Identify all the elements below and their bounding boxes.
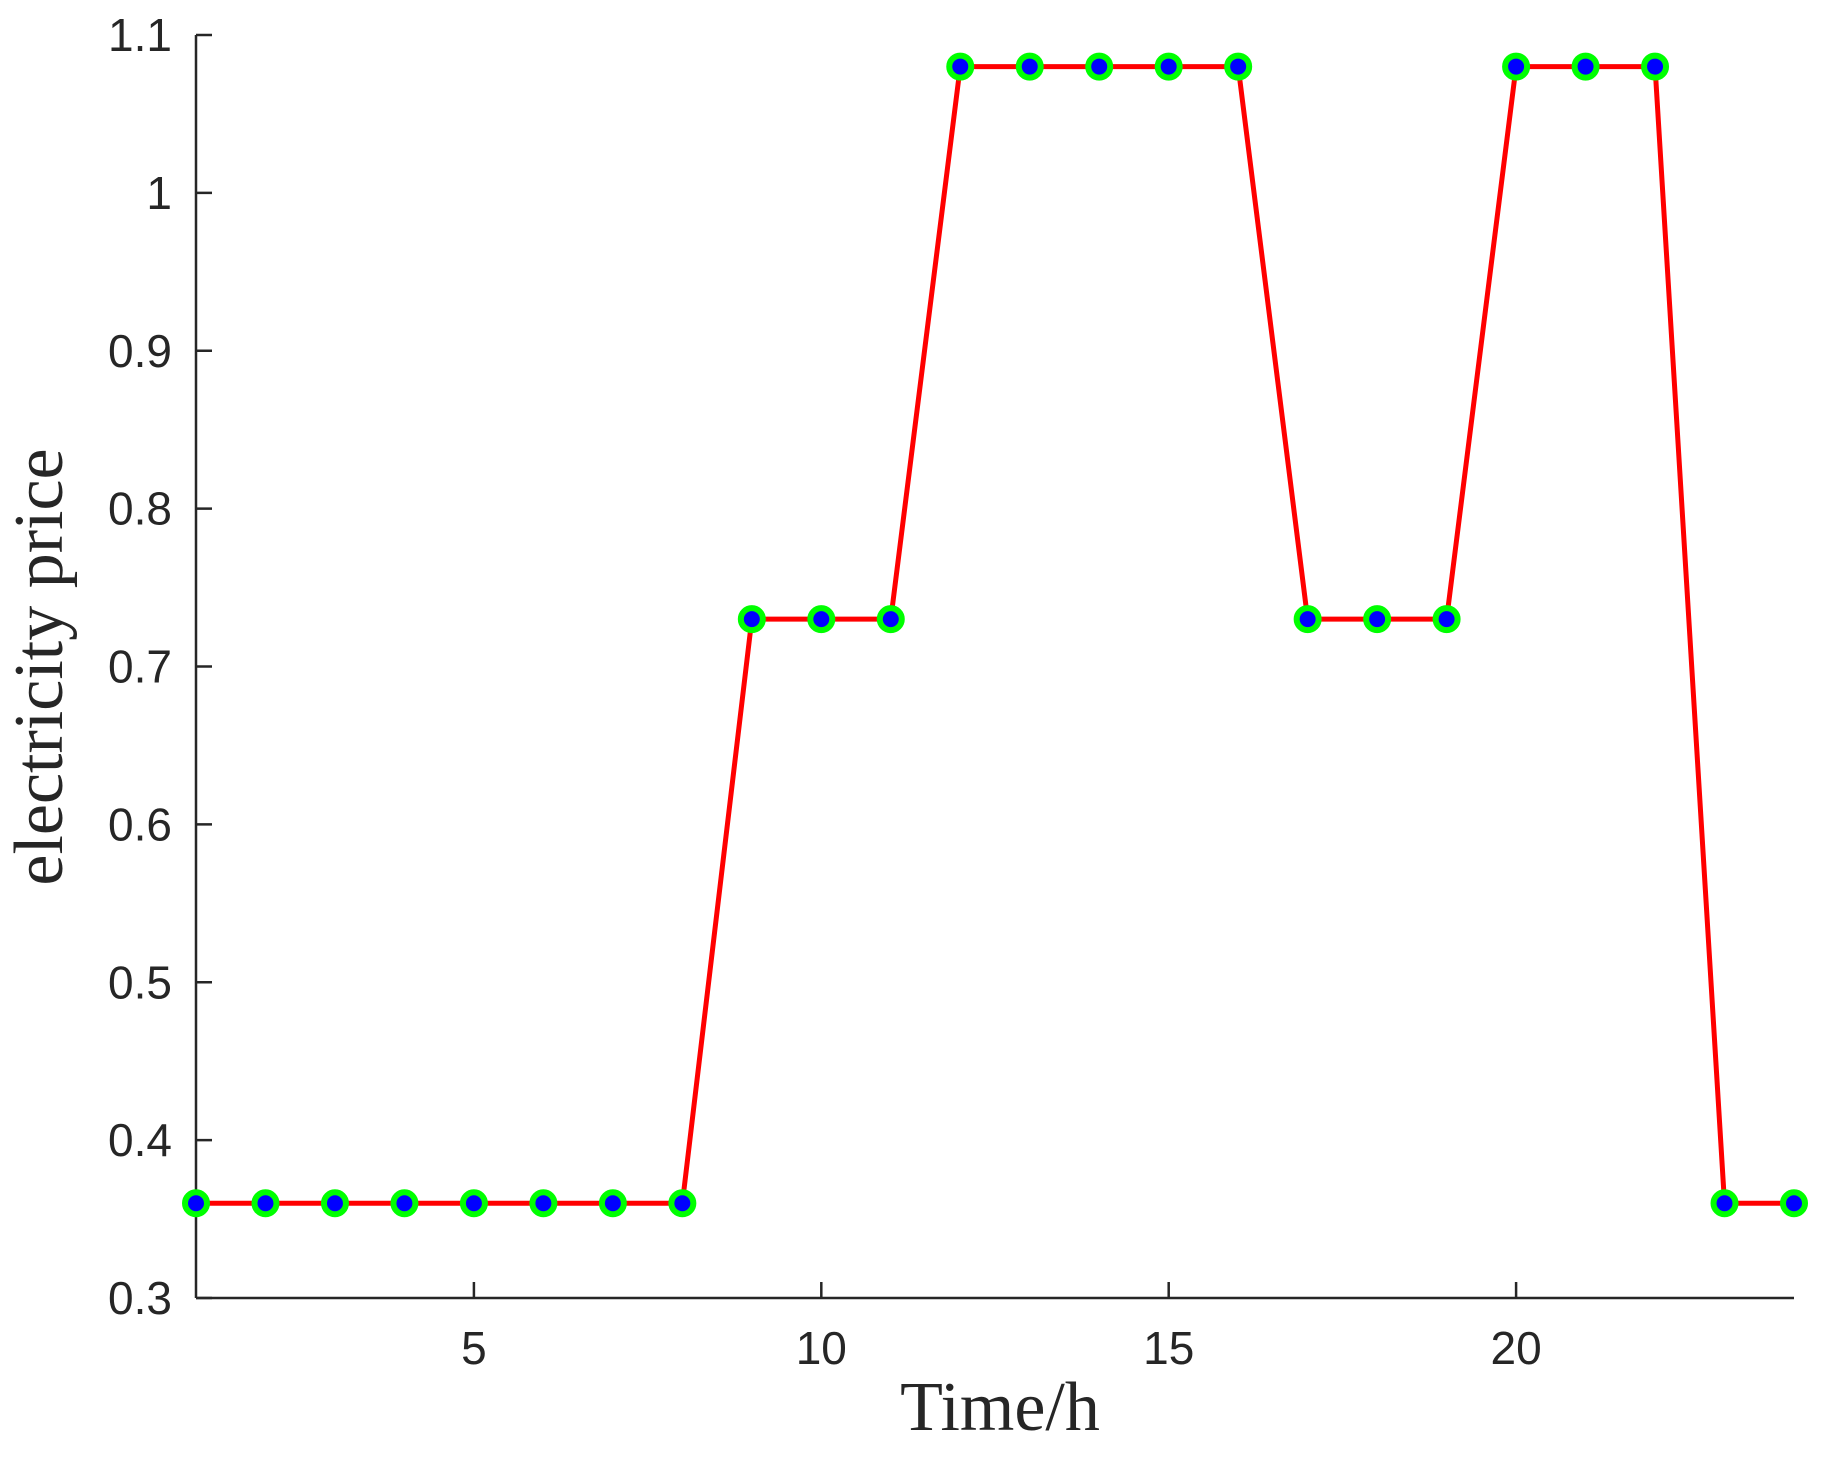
- data-point-marker: [1293, 605, 1322, 634]
- x-tick-label: 10: [796, 1322, 847, 1374]
- data-point-marker: [1710, 1189, 1739, 1218]
- data-point-marker: [598, 1189, 627, 1218]
- series-line-layer: [196, 64, 1794, 1206]
- data-point-marker: [390, 1189, 419, 1218]
- data-point-marker: [251, 1189, 280, 1218]
- data-point-marker: [1085, 52, 1114, 81]
- data-point-marker: [320, 1189, 349, 1218]
- series-line: [196, 64, 1794, 1206]
- y-tick-label: 0.9: [108, 325, 172, 377]
- y-tick-label: 0.8: [108, 483, 172, 535]
- data-point-marker: [1780, 1189, 1808, 1218]
- data-point-marker: [1154, 52, 1183, 81]
- data-point-marker: [946, 52, 975, 81]
- data-point-marker: [807, 605, 836, 634]
- data-point-marker: [668, 1189, 697, 1218]
- data-point-marker: [182, 1189, 210, 1218]
- y-tick-label: 0.4: [108, 1114, 172, 1166]
- y-tick-label: 1.1: [108, 9, 172, 61]
- data-point-marker: [1571, 52, 1600, 81]
- data-point-marker: [1641, 52, 1670, 81]
- y-tick-label: 0.7: [108, 641, 172, 693]
- data-point-marker: [459, 1189, 488, 1218]
- x-tick-label: 15: [1143, 1322, 1194, 1374]
- y-axis-label: electricity price: [1, 448, 78, 885]
- data-point-marker: [737, 605, 766, 634]
- y-tick-label: 0.6: [108, 798, 172, 850]
- x-axis-label: Time/h: [900, 1369, 1100, 1446]
- markers-layer: [182, 52, 1808, 1218]
- data-point-marker: [1363, 605, 1392, 634]
- ticks: 0.3 0.4 0.5 0.6 0.7 0.8 0.9 1 1.1 5 10 15 20: [108, 9, 1542, 1374]
- x-tick-label: 5: [461, 1322, 487, 1374]
- y-tick-label: 0.5: [108, 956, 172, 1008]
- x-tick-label: 20: [1491, 1322, 1542, 1374]
- data-point-marker: [1224, 52, 1253, 81]
- axes: [194, 35, 1794, 1300]
- y-tick-label: 1: [146, 167, 172, 219]
- data-point-marker: [1015, 52, 1044, 81]
- data-point-marker: [876, 605, 905, 634]
- data-point-marker: [1502, 52, 1531, 81]
- data-point-marker: [1432, 605, 1461, 634]
- y-tick-label: 0.3: [108, 1272, 172, 1324]
- data-point-marker: [529, 1189, 558, 1218]
